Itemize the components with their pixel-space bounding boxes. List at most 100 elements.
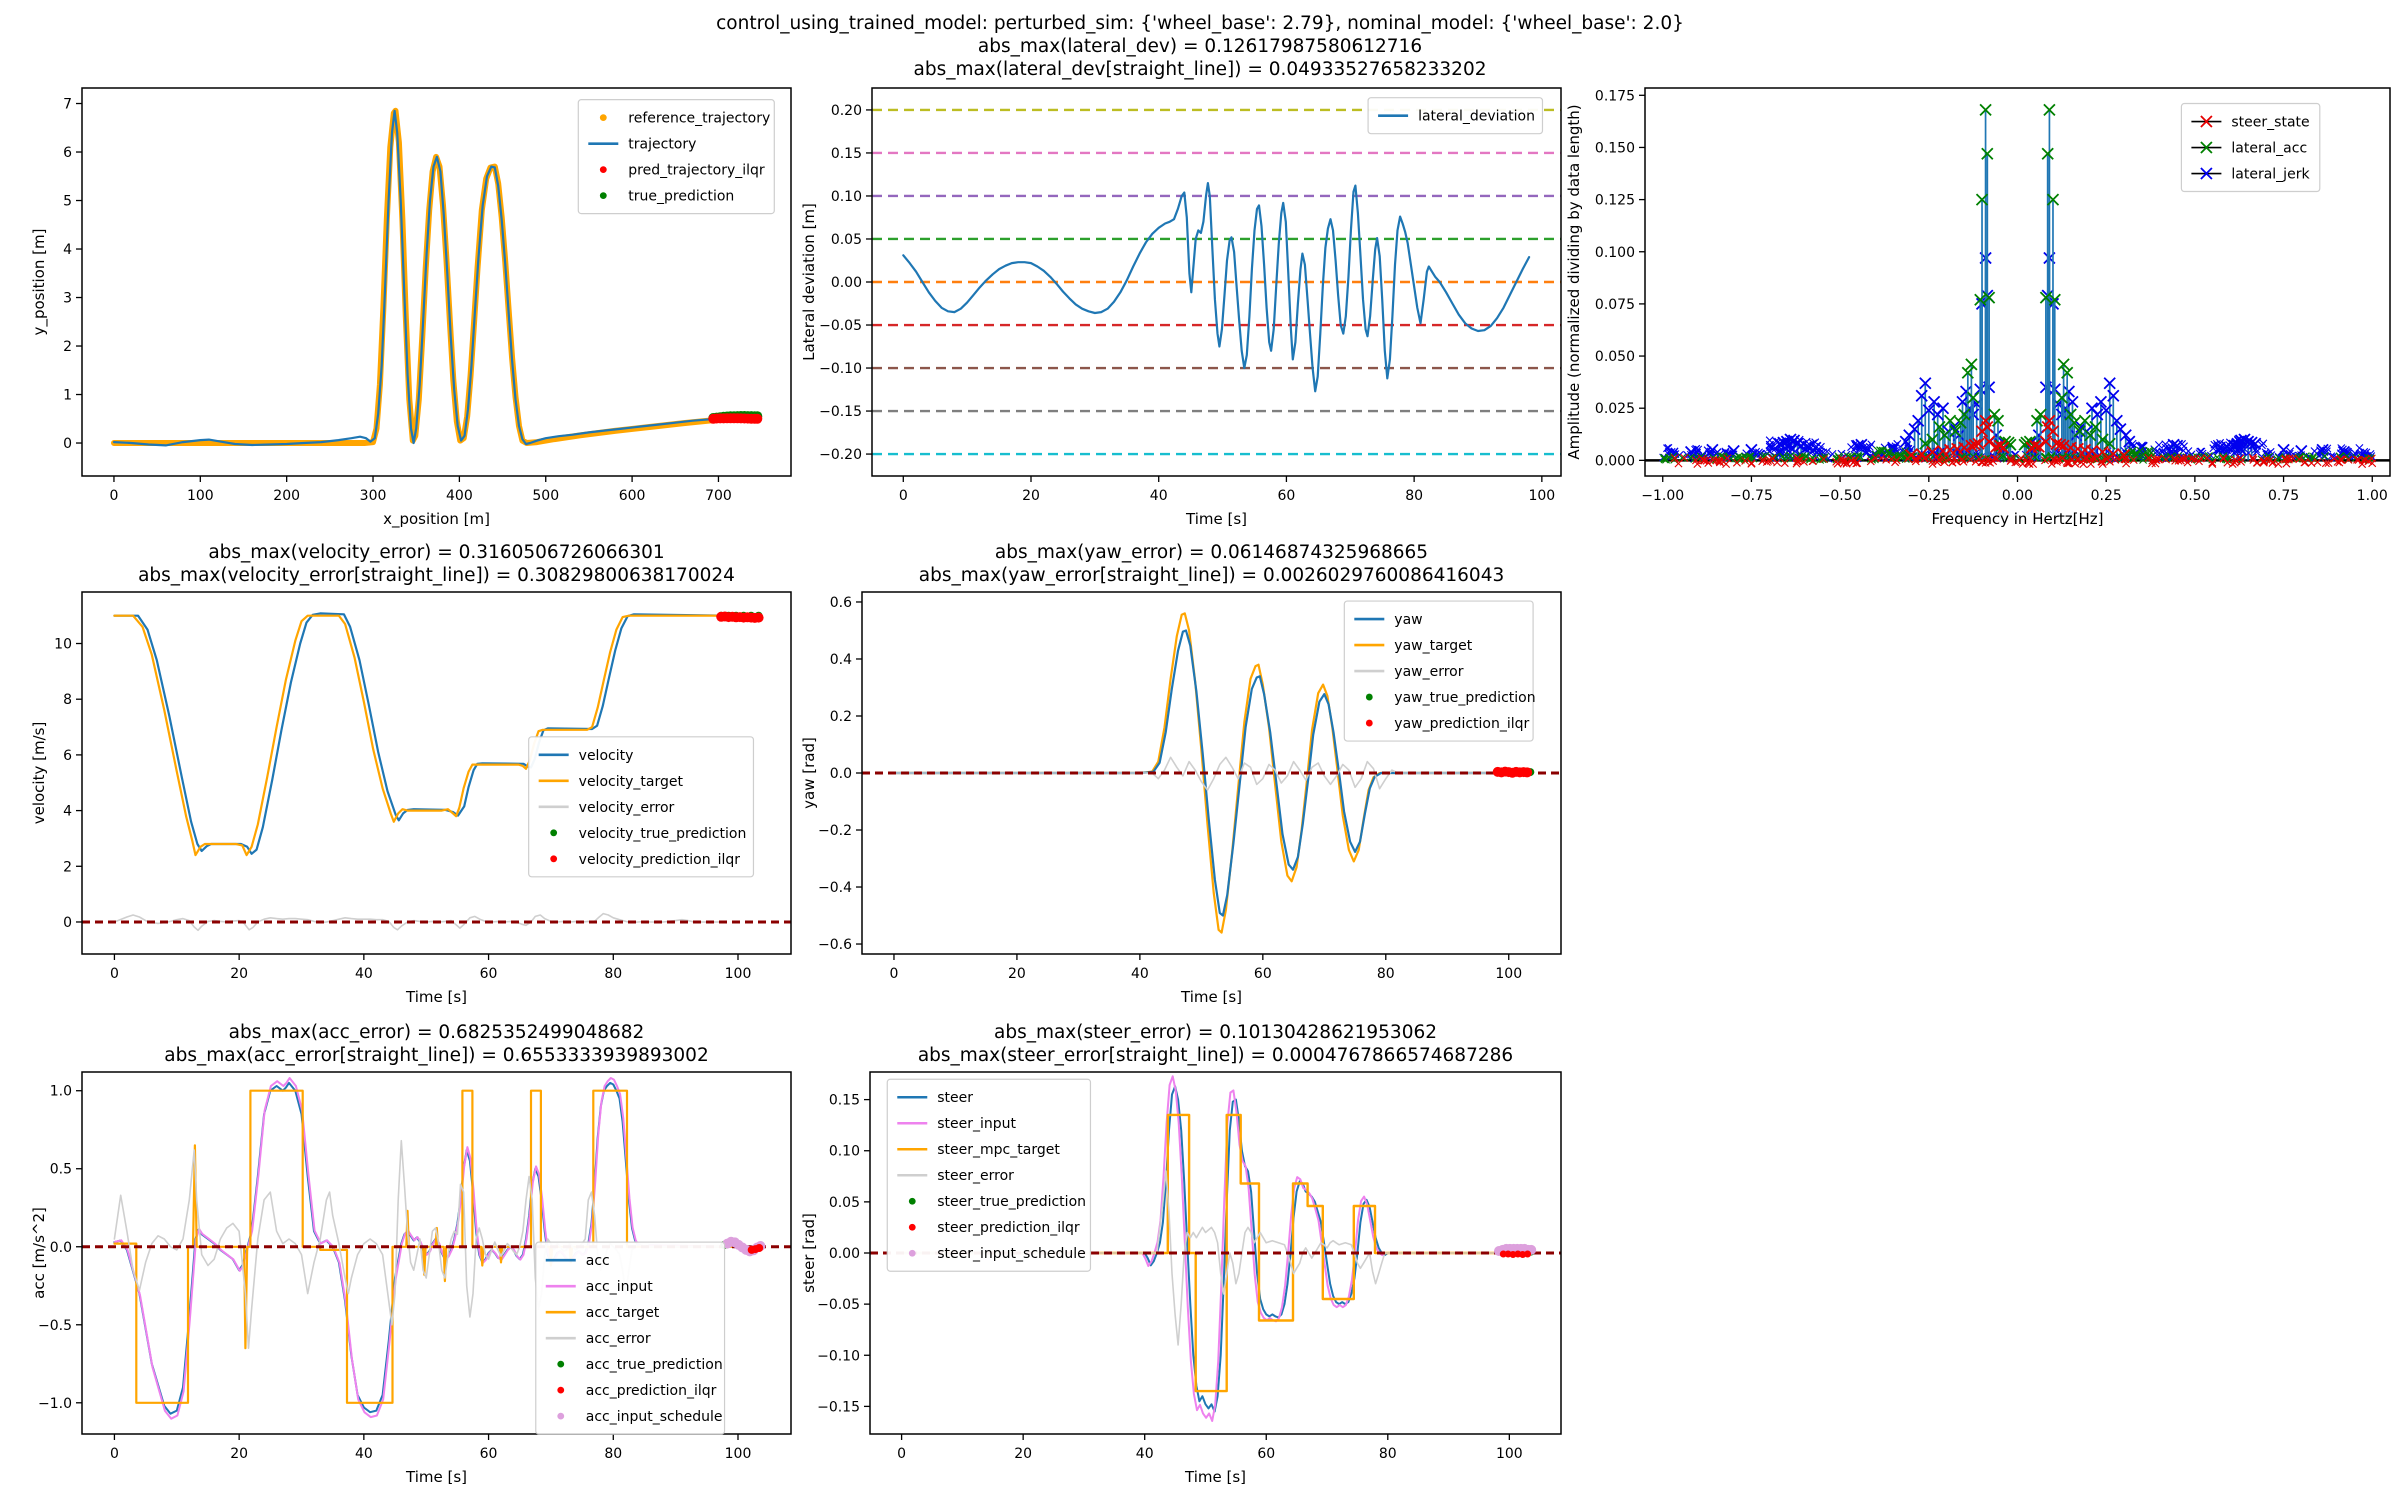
legend-label: steer_state: [2231, 115, 2309, 131]
plot-area: [872, 108, 1561, 456]
suptitle-line-1: control_using_trained_model: perturbed_s…: [716, 13, 1684, 34]
y-tick-label: −1.0: [38, 1396, 72, 1412]
legend-label: steer_mpc_target: [937, 1142, 1060, 1158]
y-tick-label: 0: [63, 915, 72, 931]
x-tick-label: 100: [1528, 488, 1555, 504]
plot-area: [111, 107, 763, 447]
legend: yaw yaw_target yaw_error yaw_true_predictio…: [1343, 600, 1536, 742]
axes-frame: [81, 591, 792, 955]
y-tick-label: 0.0: [50, 1240, 72, 1256]
legend-label: velocity_error: [579, 800, 675, 816]
legend-label: velocity_target: [579, 774, 684, 790]
series-steer_state: [1670, 414, 2377, 469]
x-tick-label: −0.50: [1819, 488, 1862, 504]
legend-label: lateral_deviation: [1418, 109, 1535, 125]
x-tick-label: 100: [187, 488, 214, 504]
x-tick-label: 60: [1278, 488, 1296, 504]
y-tick-label: 7: [63, 97, 72, 113]
y-tick-label: 0.5: [50, 1162, 72, 1178]
x-tick-label: 100: [725, 966, 752, 982]
y-tick-label: 0.15: [829, 1093, 860, 1109]
x-tick-label: 500: [532, 488, 559, 504]
legend-label: steer_input_schedule: [937, 1246, 1086, 1262]
chart-svg-velocity: abs_max(velocity_error) = 0.316050672606…: [30, 542, 792, 1006]
x-tick-label: 0: [110, 1446, 119, 1462]
chart-svg-lateral_deviation: 0 20 40 60 80 100 0.20 0.15 0.10 0.05 0.00 −0.05 −0.…: [800, 87, 1562, 528]
legend: steer steer_input steer_mpc_target steer_er…: [886, 1078, 1092, 1272]
y-tick-label: 2: [63, 339, 72, 355]
y-axis-label: Lateral deviation [m]: [800, 203, 818, 361]
x-tick-label: 60: [1254, 966, 1272, 982]
y-tick-label: 0.2: [830, 709, 852, 725]
legend-label: acc_input: [586, 1279, 653, 1295]
x-tick-label: 40: [1136, 1446, 1154, 1462]
y-tick-label: 0.05: [829, 1195, 860, 1211]
chart-yaw: abs_max(yaw_error) = 0.06146874325968665…: [800, 536, 1575, 1016]
y-tick-label: 0.20: [831, 103, 862, 119]
x-tick-label: 0.75: [2268, 488, 2299, 504]
legend-label: steer_prediction_ilqr: [937, 1220, 1080, 1236]
y-axis-label: yaw [rad]: [800, 737, 818, 809]
y-tick-label: 0.05: [831, 232, 862, 248]
legend-label: reference_trajectory: [628, 111, 770, 127]
y-tick-label: 0.15: [831, 146, 862, 162]
legend-label: yaw: [1394, 612, 1422, 628]
x-tick-label: 0: [109, 488, 118, 504]
x-tick-label: 400: [446, 488, 473, 504]
chart-title-line: abs_max(yaw_error[straight_line]) = 0.00…: [919, 565, 1504, 586]
y-axis-label: y_position [m]: [30, 229, 49, 336]
x-tick-label: 600: [619, 488, 646, 504]
legend: velocity velocity_target velocity_errorvel…: [528, 736, 755, 878]
y-tick-label: 0.125: [1595, 193, 1635, 209]
y-tick-label: 0.025: [1595, 401, 1635, 417]
legend: acc acc_input acc_target acc_error acc_true_…: [535, 1241, 726, 1435]
x-tick-label: 0: [899, 488, 908, 504]
series-steer_error: [900, 1170, 1498, 1346]
x-tick-label: 20: [1022, 488, 1040, 504]
chart-title-line: abs_max(velocity_error) = 0.316050672606…: [208, 542, 664, 563]
chart-title-line: abs_max(steer_error[straight_line]) = 0.…: [918, 1045, 1513, 1066]
x-tick-label: 0: [890, 966, 899, 982]
y-tick-label: −0.05: [819, 318, 862, 334]
x-tick-label: 0.25: [2091, 488, 2122, 504]
x-tick-label: −0.75: [1730, 488, 1773, 504]
chart-svg-steer: abs_max(steer_error) = 0.101304286219530…: [800, 1022, 1562, 1486]
series-trajectory: [112, 109, 759, 447]
series-yaw_target: [892, 612, 1529, 934]
y-tick-label: 0.075: [1595, 297, 1635, 313]
x-tick-label: 0.50: [2179, 488, 2210, 504]
plot-area: [870, 1075, 1561, 1422]
y-tick-label: 0.10: [831, 189, 862, 205]
series-steer_mpc_target: [900, 1113, 1529, 1393]
series-yaw: [894, 629, 1530, 917]
legend-label: velocity_true_prediction: [579, 826, 747, 842]
y-tick-label: 0.00: [829, 1246, 860, 1262]
y-tick-label: −0.10: [819, 361, 862, 377]
legend-label: acc_error: [586, 1331, 651, 1347]
x-axis-label: Time [s]: [405, 988, 467, 1006]
x-tick-label: 40: [355, 1446, 373, 1462]
plot-area: [1645, 103, 2390, 469]
legend-label: acc: [586, 1253, 610, 1269]
series-steer_input: [898, 1075, 1496, 1422]
y-tick-label: −0.05: [817, 1297, 860, 1313]
legend-label: acc_input_schedule: [586, 1409, 723, 1425]
chart-svg-frequency_spectrum: −1.00 −0.75 −0.50 −0.25 0.00 0.25 0.50 0.75 1.00…: [1565, 87, 2391, 528]
y-tick-label: 8: [63, 692, 72, 708]
legend-label: yaw_true_prediction: [1394, 690, 1535, 706]
y-tick-label: −0.15: [819, 404, 862, 420]
series-velocity_prediction_ilqr: [716, 611, 764, 623]
legend-label: acc_true_prediction: [586, 1357, 723, 1373]
series-pred_trajectory_ilqr: [708, 413, 763, 424]
x-tick-label: 200: [273, 488, 300, 504]
x-tick-label: 80: [1405, 488, 1423, 504]
y-tick-label: −0.6: [818, 937, 852, 953]
y-tick-label: 0.10: [829, 1144, 860, 1160]
x-tick-label: 80: [1379, 1446, 1397, 1462]
x-tick-label: 80: [604, 1446, 622, 1462]
y-tick-label: 0.4: [830, 652, 852, 668]
figure-suptitle: control_using_trained_model: perturbed_s…: [0, 12, 2400, 81]
chart-title-line: abs_max(yaw_error) = 0.06146874325968665: [995, 542, 1428, 563]
legend-label: steer: [937, 1090, 973, 1106]
